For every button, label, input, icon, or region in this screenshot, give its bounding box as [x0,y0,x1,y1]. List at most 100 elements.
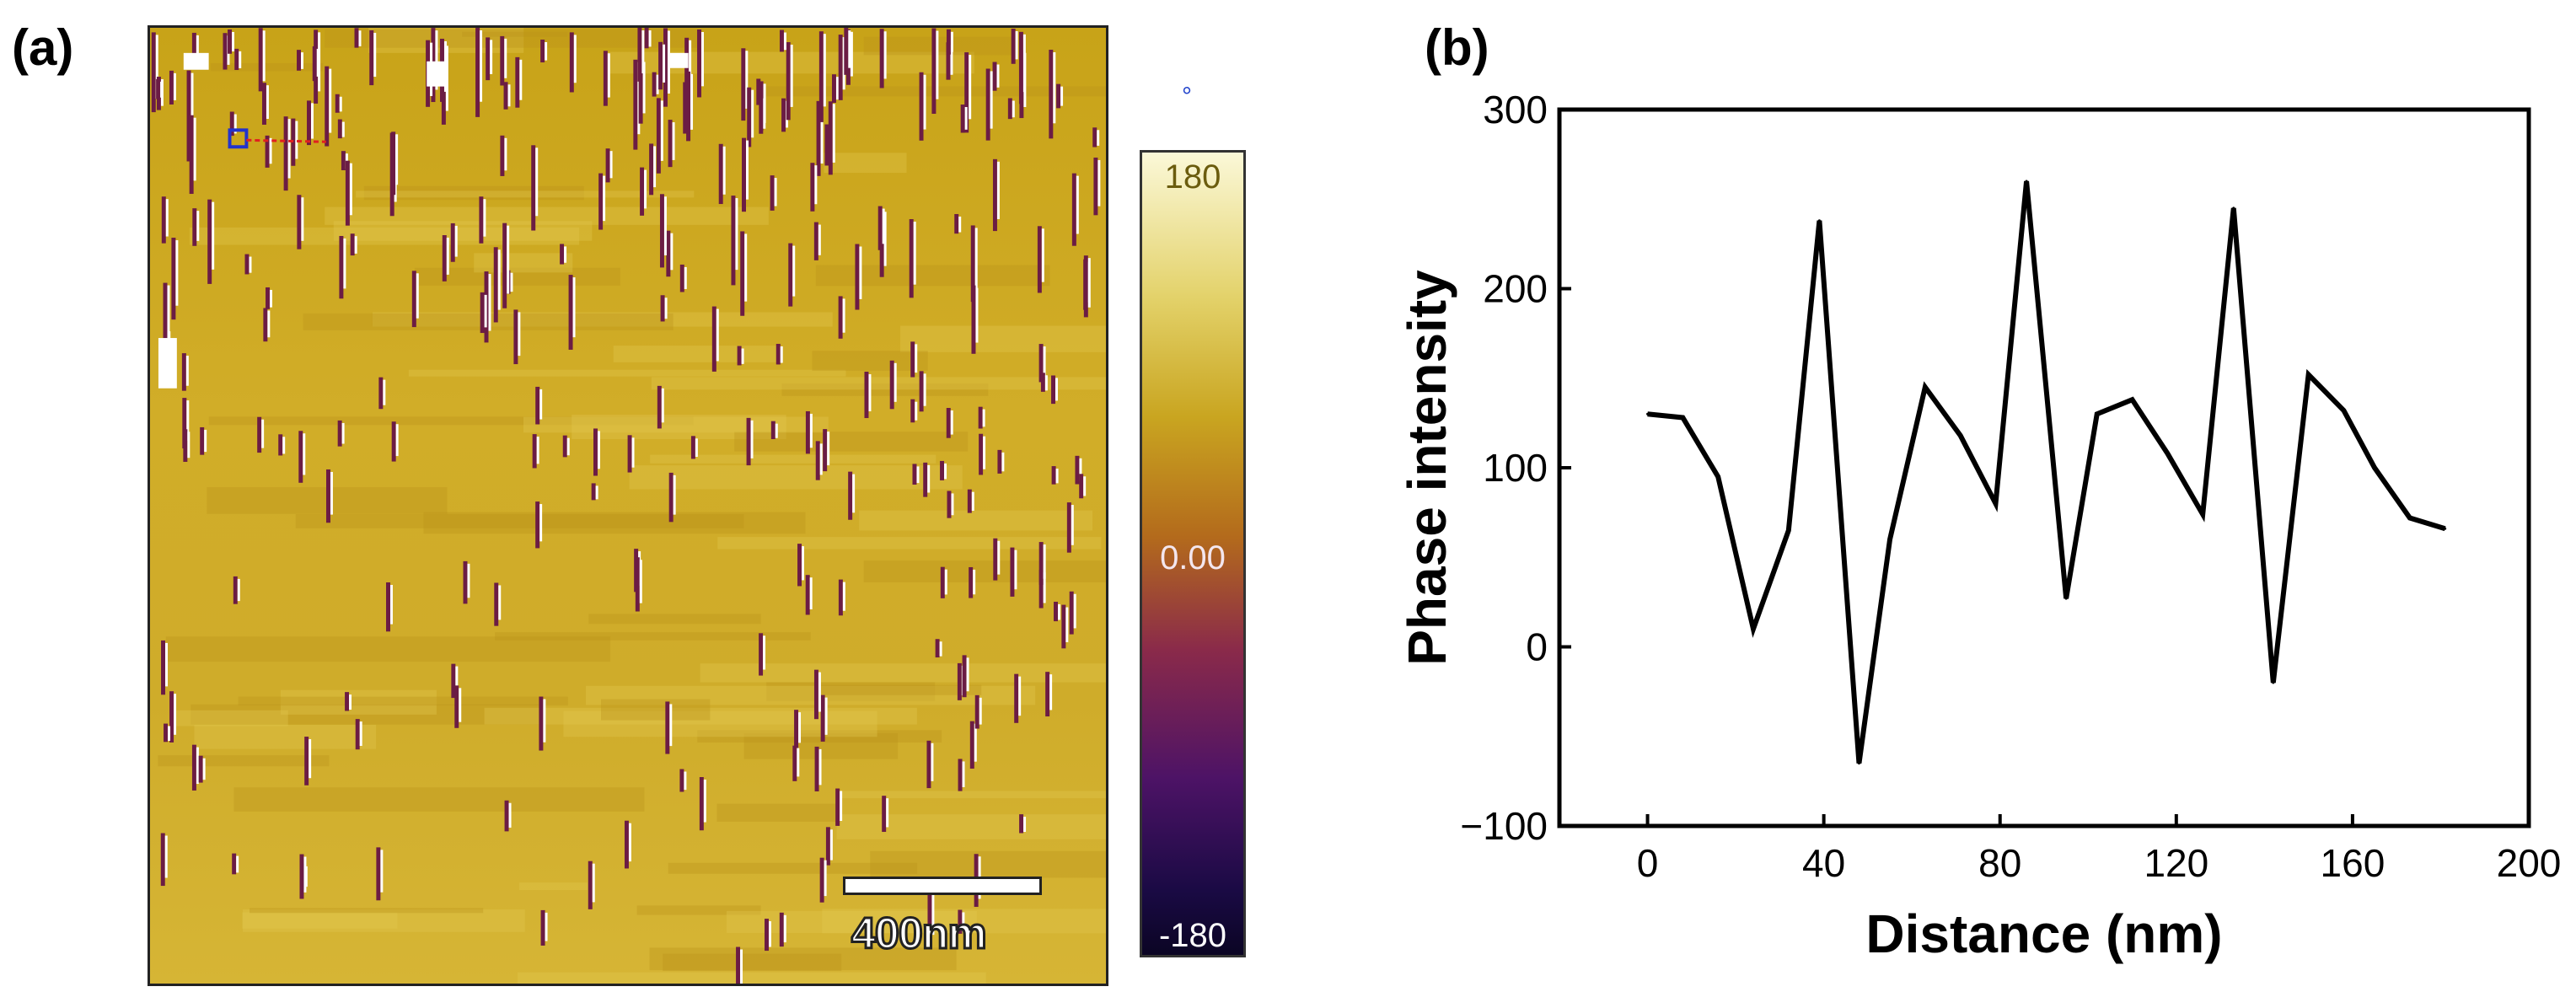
afm-domain-streak [568,275,576,350]
afm-band [495,632,811,641]
afm-domain-streak [475,28,483,117]
afm-domain-streak [658,41,666,90]
x-tick-label: 160 [2321,841,2385,885]
afm-domain-streak [161,196,169,244]
afm-domain-streak [189,115,196,195]
afm-domain-streak [376,847,384,901]
afm-domain-streak [1054,601,1060,622]
afm-domain-streak [354,28,362,48]
afm-domain-streak [298,431,306,483]
afm-domain-streak [967,489,974,513]
afm-domain-streak [186,70,194,162]
afm-band [629,465,963,490]
afm-domain-streak [797,544,804,587]
afm-domain-streak [463,560,470,604]
afm-domain-streak [993,538,1001,581]
afm-domain-streak [656,98,663,174]
afm-domain-streak [731,196,738,286]
afm-domain-streak [711,306,719,372]
afm-band [717,537,1102,550]
data-point [2165,452,2169,455]
afm-domain-streak [229,111,237,137]
afm-domain-streak [742,137,749,212]
profile-line [246,138,326,143]
afm-band [716,803,838,822]
afm-domain-streak [964,52,972,133]
afm-domain-streak [940,460,947,480]
afm-domain-streak [838,579,845,616]
afm-domain-streak [182,398,190,449]
series-line [1647,180,2446,764]
afm-domain-streak [1037,226,1044,293]
afm-band [840,791,1106,799]
afm-domain-streak [637,28,645,82]
data-point [2408,517,2412,519]
afm-domain-streak [1075,455,1082,485]
afm-bright-patch [183,52,209,70]
afm-band [781,383,989,396]
afm-domain-streak [500,35,507,86]
afm-band [295,513,744,528]
afm-domain-streak [962,655,969,698]
x-tick-label: 80 [1978,841,2021,885]
afm-domain-streak [411,271,419,328]
afm-domain-streak [535,386,543,425]
afm-domain-streak [569,32,577,93]
afm-domain-streak [627,435,635,473]
colorbar-min-label: -180 [1158,917,1227,954]
data-point [2025,180,2028,183]
afm-domain-streak [997,449,1005,474]
scale-bar-label: 400nm [851,909,989,960]
afm-domain-streak [946,408,953,438]
data-point [2272,681,2275,684]
afm-band [697,730,942,743]
afm-domain-streak [160,833,168,887]
afm-band [815,684,982,695]
afm-domain-streak [974,694,982,729]
afm-domain-streak [1056,83,1064,109]
data-point [1817,219,1821,223]
afm-band [836,814,1106,839]
afm-domain-streak [844,28,851,75]
afm-domain-streak [792,745,800,781]
afm-domain-streak [1049,50,1056,139]
afm-domain-streak [183,429,191,462]
afm-band [408,369,846,377]
afm-bright-patch [158,338,177,389]
afm-domain-streak [786,42,793,121]
afm-band [588,614,761,625]
data-point [1787,528,1790,532]
afm-domain-streak [666,230,674,277]
afm-domain-streak [1045,672,1053,717]
afm-domain-streak [181,353,189,391]
afm-domain-streak [378,377,386,410]
afm-domain-streak [935,639,942,658]
afm-domain-streak [879,29,887,88]
afm-domain-streak [297,50,303,71]
data-point [2373,466,2376,469]
afm-domain-streak [192,208,200,246]
afm-band [174,710,288,727]
afm-band [474,253,573,273]
afm-band [518,972,986,984]
afm-domain-streak [1071,173,1079,246]
afm-domain-streak [304,737,312,785]
afm-domain-streak [971,285,979,354]
afm-domain-streak [369,29,377,86]
afm-domain-streak [588,861,595,909]
x-tick-label: 0 [1637,841,1659,885]
afm-domain-streak [649,143,657,196]
afm-domain-streak [451,663,459,699]
afm-domain-streak [198,755,206,783]
afm-band [523,416,829,433]
afm-band [333,221,593,241]
afm-bright-patch [427,61,448,87]
afm-domain-streak [257,416,265,453]
afm-domain-streak [337,119,345,139]
afm-band [863,560,1106,582]
afm-domain-streak [737,346,744,366]
afm-domain-streak [337,420,345,447]
afm-domain-streak [644,28,652,49]
afm-domain-streak [805,575,813,615]
afm-domain-streak [775,343,783,365]
